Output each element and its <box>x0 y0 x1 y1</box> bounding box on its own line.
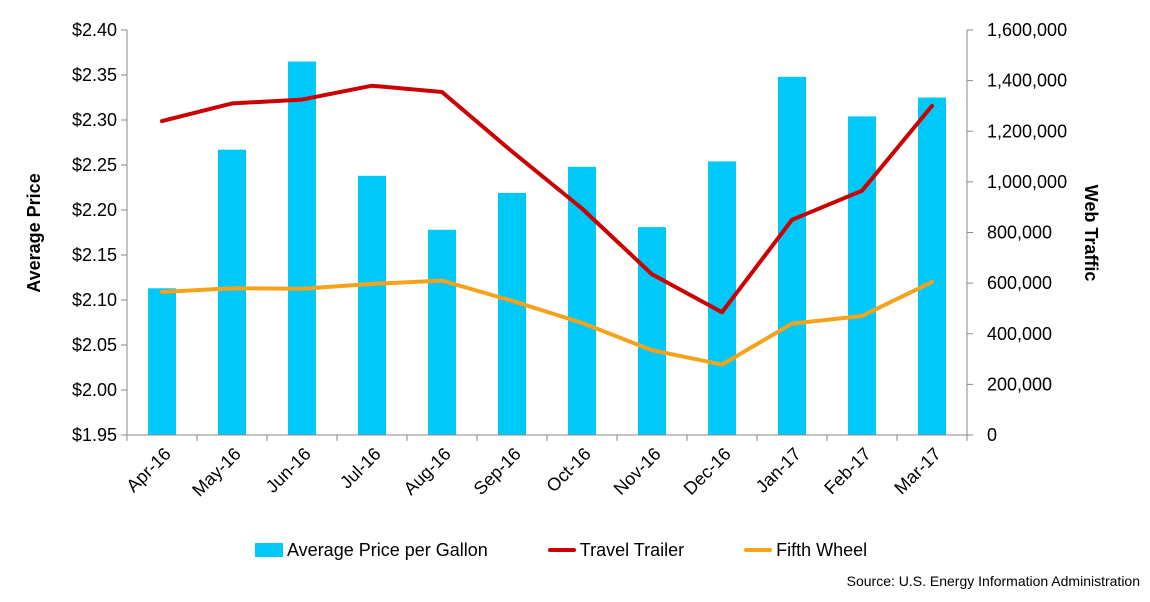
bar-Aug-16 <box>428 229 456 435</box>
bar-Sep-16 <box>498 192 526 435</box>
y2-tick-label: 400,000 <box>987 324 1052 344</box>
y-tick-label: $2.25 <box>72 155 117 175</box>
bar-Oct-16 <box>568 166 596 436</box>
bar-Jun-16 <box>288 61 316 435</box>
y2-axis-title: Web Traffic <box>1081 185 1101 282</box>
legend-swatch-fifth-wheel <box>744 548 773 552</box>
legend-label-fifth-wheel: Fifth Wheel <box>776 539 868 560</box>
legend-item-fifth-wheel: Fifth Wheel <box>744 540 867 561</box>
y2-tick-label: 600,000 <box>987 273 1052 293</box>
legend-swatch-price <box>255 543 283 557</box>
y-tick-label: $2.15 <box>72 245 117 265</box>
y-tick-label: $1.95 <box>72 425 117 445</box>
x-tick-label: Jun-16 <box>262 444 315 497</box>
legend-item-travel-trailer: Travel Trailer <box>547 539 685 561</box>
line-fifth-wheel <box>160 278 934 367</box>
bar-Jul-16 <box>358 175 386 436</box>
x-tick-label: Feb-17 <box>820 444 874 498</box>
legend: Average Price per Gallon Travel Trailer … <box>255 536 867 564</box>
y-tick-label: $2.35 <box>72 65 117 85</box>
x-tick-label: May-16 <box>188 444 245 501</box>
bar-May-16 <box>218 149 246 435</box>
x-tick-label: Jan-17 <box>752 444 805 497</box>
y2-tick-label: 200,000 <box>987 374 1052 394</box>
x-tick-label: Oct-16 <box>542 444 594 496</box>
bar-Nov-16 <box>638 227 666 435</box>
x-tick-label: Nov-16 <box>610 444 665 499</box>
y-tick-label: $2.20 <box>72 200 117 220</box>
y-tick-label: $2.00 <box>72 380 117 400</box>
legend-swatch-travel-trailer <box>547 548 576 552</box>
y2-tick-label: 1,200,000 <box>987 121 1067 141</box>
x-tick-label: Sep-16 <box>470 444 525 499</box>
y-tick-label: $2.30 <box>72 110 117 130</box>
x-tick-label: Apr-16 <box>122 444 174 496</box>
bar-Jan-17 <box>778 76 806 436</box>
legend-label-travel-trailer: Travel Trailer <box>579 539 685 560</box>
y2-tick-label: 0 <box>987 425 997 445</box>
bar-Feb-17 <box>848 116 876 436</box>
line-series <box>160 83 934 367</box>
y2-tick-label: 1,400,000 <box>987 71 1067 91</box>
bar-Mar-17 <box>918 97 946 435</box>
y2-tick-label: 800,000 <box>987 223 1052 243</box>
y-tick-label: $2.40 <box>72 20 117 40</box>
x-tick-label: Aug-16 <box>400 444 455 499</box>
bar-Apr-16 <box>148 288 176 435</box>
source-note: Source: U.S. Energy Information Administ… <box>846 573 1140 589</box>
legend-item-price: Average Price per Gallon <box>255 540 488 561</box>
line-travel-trailer <box>160 83 934 315</box>
y-tick-label: $2.10 <box>72 290 117 310</box>
y2-tick-label: 1,600,000 <box>987 20 1067 40</box>
y-tick-label: $2.05 <box>72 335 117 355</box>
y2-tick-label: 1,000,000 <box>987 172 1067 192</box>
bar-series <box>148 61 946 436</box>
x-tick-label: Dec-16 <box>680 444 735 499</box>
x-tick-label: Jul-16 <box>336 444 385 493</box>
legend-label-price: Average Price per Gallon <box>287 539 488 560</box>
x-tick-label: Mar-17 <box>890 444 944 498</box>
y-axis-title: Average Price <box>24 173 44 292</box>
